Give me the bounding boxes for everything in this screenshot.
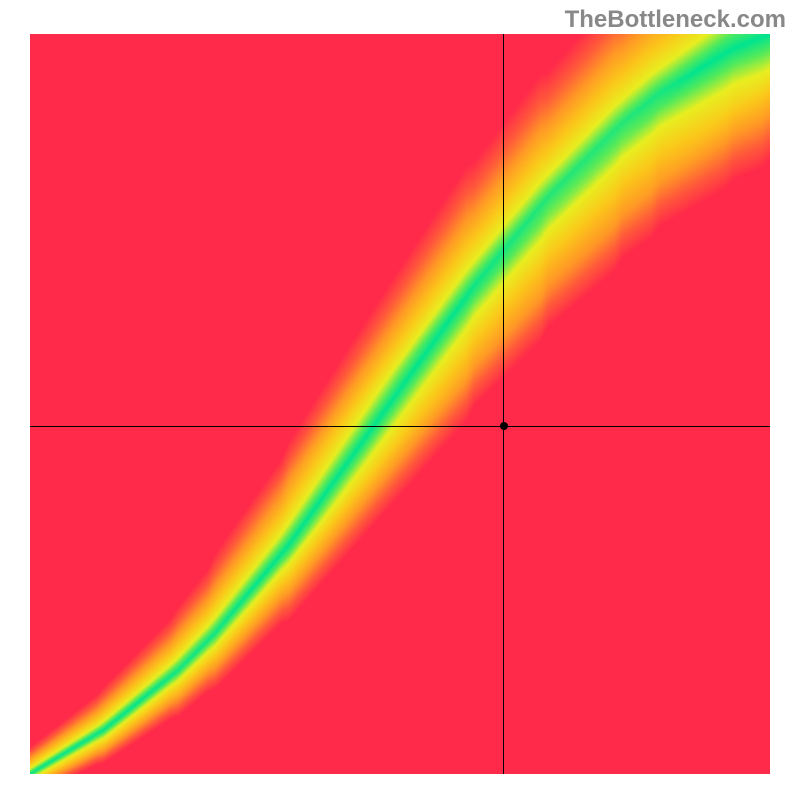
crosshair-horizontal xyxy=(30,426,770,427)
watermark-text: TheBottleneck.com xyxy=(565,6,786,34)
heatmap-canvas xyxy=(30,34,770,774)
crosshair-dot xyxy=(500,422,508,430)
plot-area xyxy=(30,34,770,774)
crosshair-vertical xyxy=(503,34,504,774)
chart-container: TheBottleneck.com xyxy=(0,0,800,800)
